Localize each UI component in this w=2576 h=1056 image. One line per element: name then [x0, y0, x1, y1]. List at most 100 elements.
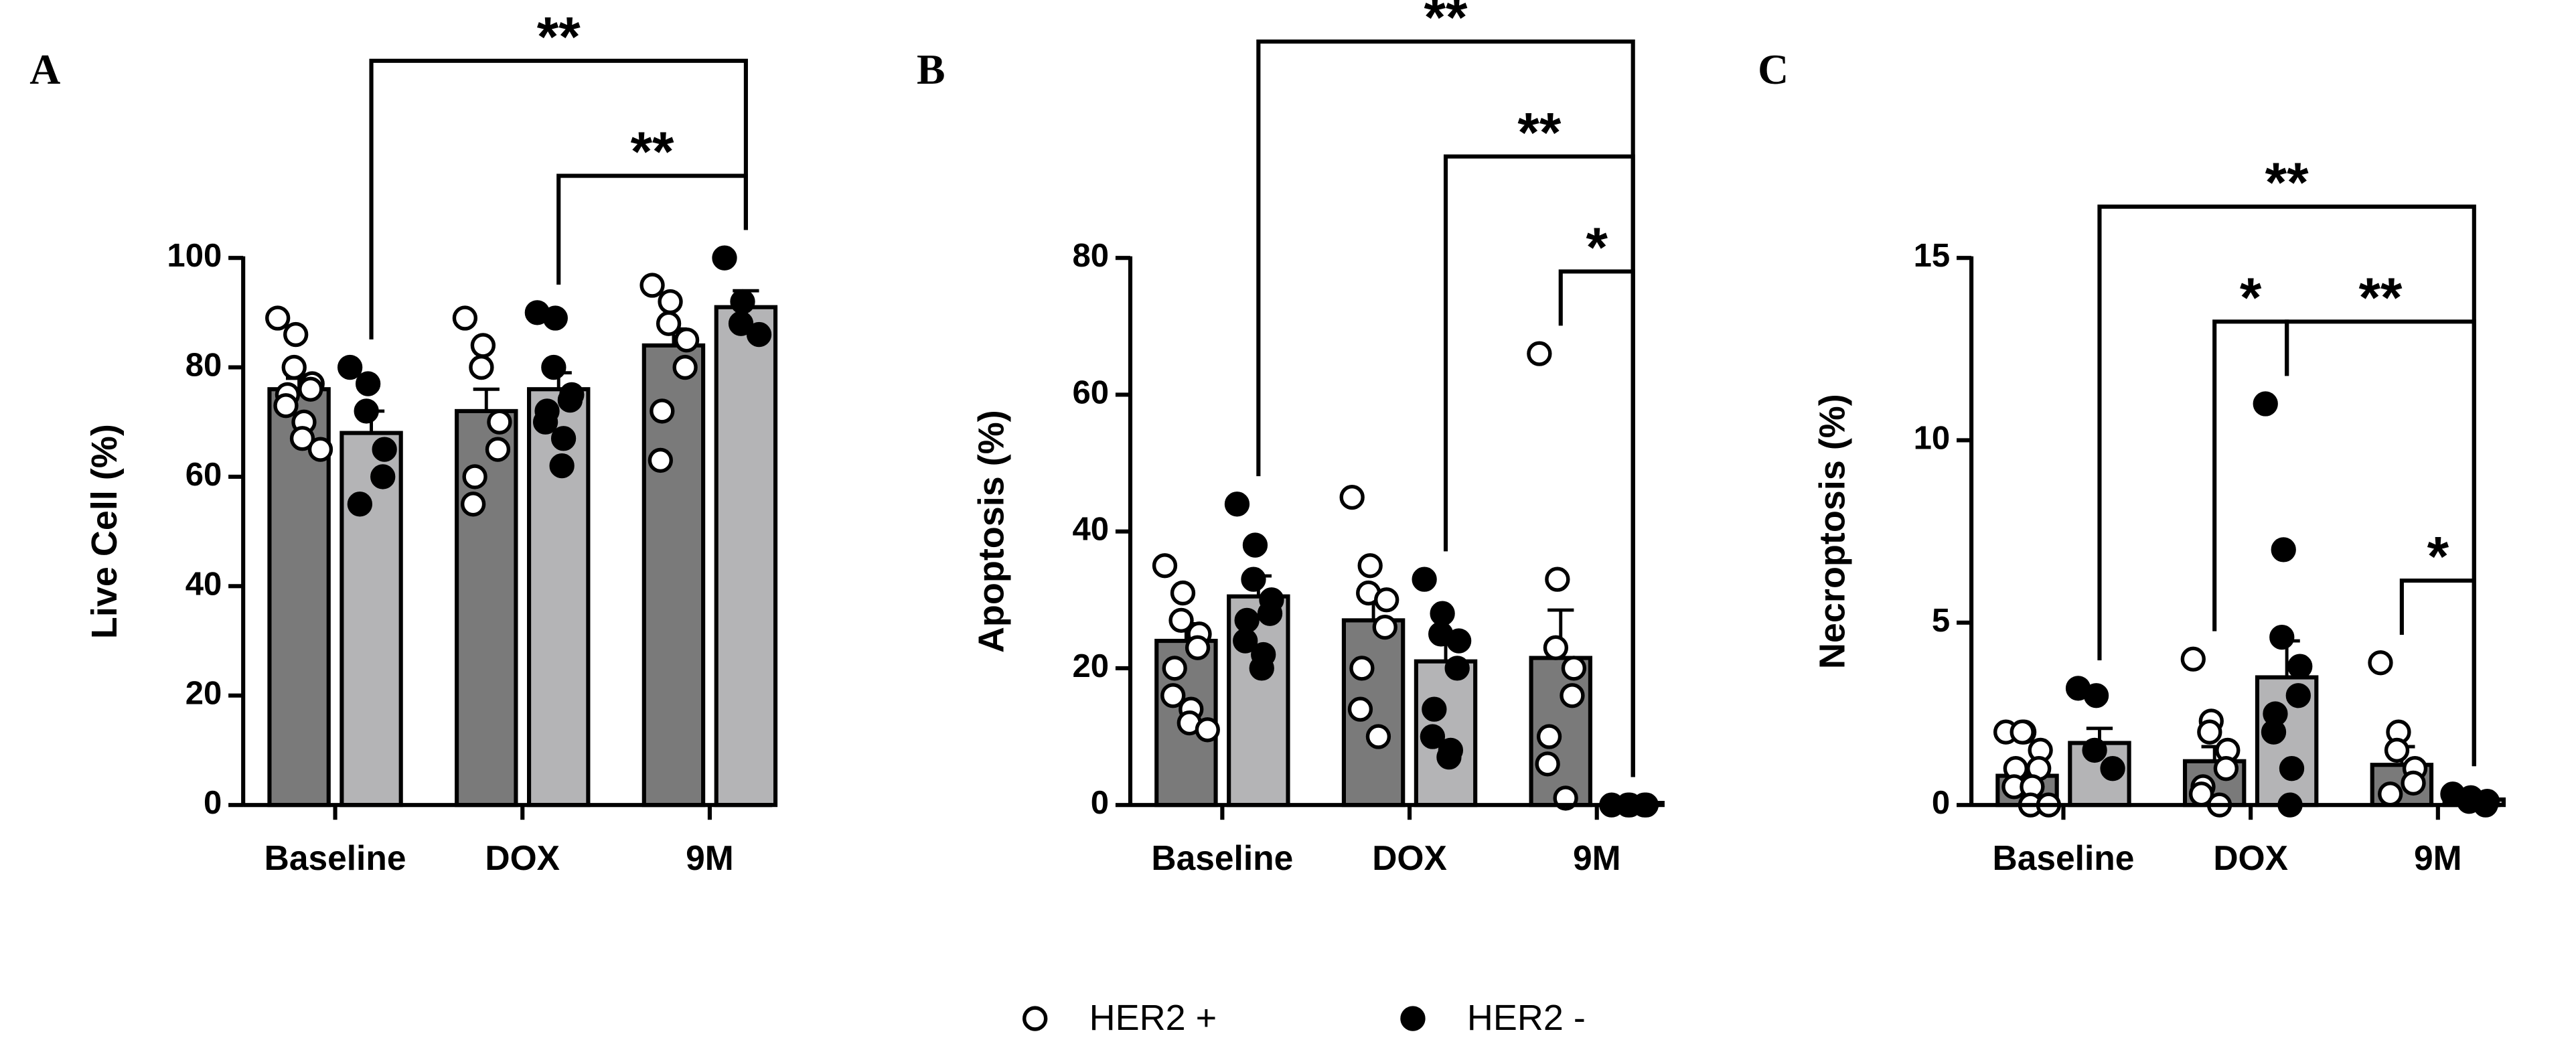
data-point: [1545, 567, 1570, 592]
significance-bracket: [369, 58, 748, 340]
data-point: [337, 354, 363, 380]
data-point: [1162, 656, 1187, 681]
data-point: [2368, 650, 2393, 676]
data-point: [1430, 601, 1455, 626]
x-tick-label: 9M: [1573, 838, 1621, 877]
y-tick-label: 80: [1073, 238, 1110, 274]
y-tick-label: 40: [1073, 512, 1110, 548]
data-point: [1372, 614, 1397, 640]
data-point: [1224, 492, 1250, 517]
significance-label: *: [2427, 525, 2449, 588]
x-tick-label: Baseline: [1151, 838, 1293, 877]
data-point: [355, 371, 381, 396]
data-point: [728, 311, 754, 336]
data-point: [541, 354, 566, 380]
data-point: [487, 409, 512, 435]
significance-label: **: [1517, 100, 1561, 163]
data-point: [372, 437, 397, 462]
data-point: [1543, 635, 1569, 660]
data-point: [1560, 683, 1585, 708]
significance-bracket: [2212, 319, 2289, 631]
data-point: [2271, 537, 2296, 562]
x-tick-label: Baseline: [1993, 838, 2135, 877]
data-point: [2261, 719, 2287, 745]
data-point: [2253, 391, 2278, 417]
significance-bracket: [1558, 269, 1635, 777]
data-point: [550, 426, 577, 451]
data-point: [658, 289, 683, 315]
data-point: [1412, 567, 1437, 592]
y-tick-label: 0: [204, 785, 222, 821]
bar: [339, 431, 403, 808]
data-point: [2083, 683, 2109, 708]
data-point: [2384, 737, 2410, 763]
y-tick-label: 60: [185, 457, 222, 493]
data-point: [289, 426, 315, 451]
significance-label: **: [631, 120, 674, 183]
data-point: [2285, 683, 2311, 708]
data-point: [307, 437, 333, 462]
data-point: [2269, 624, 2295, 650]
data-point: [1185, 635, 1211, 660]
data-point: [265, 305, 291, 331]
data-point: [2401, 770, 2426, 796]
x-tick-label: DOX: [485, 838, 560, 877]
y-axis-label: Apoptosis (%): [972, 410, 1012, 653]
data-point: [1422, 696, 1447, 722]
x-tick-label: Baseline: [264, 838, 406, 877]
legend-label: HER2 +: [1089, 998, 1217, 1038]
data-point: [1170, 580, 1196, 606]
y-tick-label: 20: [1073, 648, 1110, 684]
significance-bracket: [2285, 319, 2476, 767]
data-point: [2213, 756, 2239, 781]
data-point: [542, 305, 568, 331]
data-point: [2378, 781, 2403, 807]
significance-label: *: [1586, 216, 1608, 279]
data-point: [1536, 724, 1562, 749]
data-point: [347, 492, 373, 517]
panel-label: B: [917, 46, 945, 93]
data-point: [2287, 654, 2313, 679]
y-tick-label: 60: [1073, 374, 1110, 410]
data-point: [354, 398, 379, 424]
bar: [526, 387, 591, 808]
x-tick-label: DOX: [2213, 838, 2288, 877]
data-point: [1420, 724, 1446, 749]
y-tick-label: 80: [185, 348, 222, 384]
data-point: [1234, 607, 1260, 633]
data-point: [1160, 683, 1186, 708]
data-point: [281, 354, 307, 380]
data-point: [1365, 724, 1391, 749]
data-point: [1535, 751, 1560, 777]
data-point: [1257, 601, 1283, 626]
significance-label: *: [2240, 266, 2262, 329]
data-point: [273, 393, 299, 419]
data-point: [1347, 696, 1373, 722]
data-point: [1168, 607, 1194, 633]
data-point: [2180, 646, 2206, 672]
y-tick-label: 15: [1914, 238, 1951, 274]
data-point: [470, 333, 496, 358]
y-tick-label: 0: [1932, 785, 1950, 821]
data-point: [648, 447, 673, 473]
x-tick-label: 9M: [686, 838, 734, 877]
y-axis-label: Necroptosis (%): [1813, 394, 1853, 669]
data-point: [2082, 737, 2107, 763]
x-tick-label: 9M: [2414, 838, 2462, 877]
data-point: [485, 437, 511, 462]
data-point: [1241, 567, 1266, 592]
data-point: [639, 273, 665, 298]
data-point: [2279, 756, 2305, 781]
panel-label: C: [1758, 46, 1789, 93]
y-tick-label: 5: [1932, 603, 1950, 639]
data-point: [557, 387, 583, 413]
data-point: [1444, 656, 1470, 681]
data-point: [1446, 628, 1472, 654]
significance-bracket: [556, 173, 748, 285]
bar: [714, 305, 778, 808]
data-point: [298, 376, 323, 402]
significance-label: **: [1424, 0, 1468, 49]
data-point: [1436, 745, 1462, 770]
data-point: [1195, 717, 1220, 743]
